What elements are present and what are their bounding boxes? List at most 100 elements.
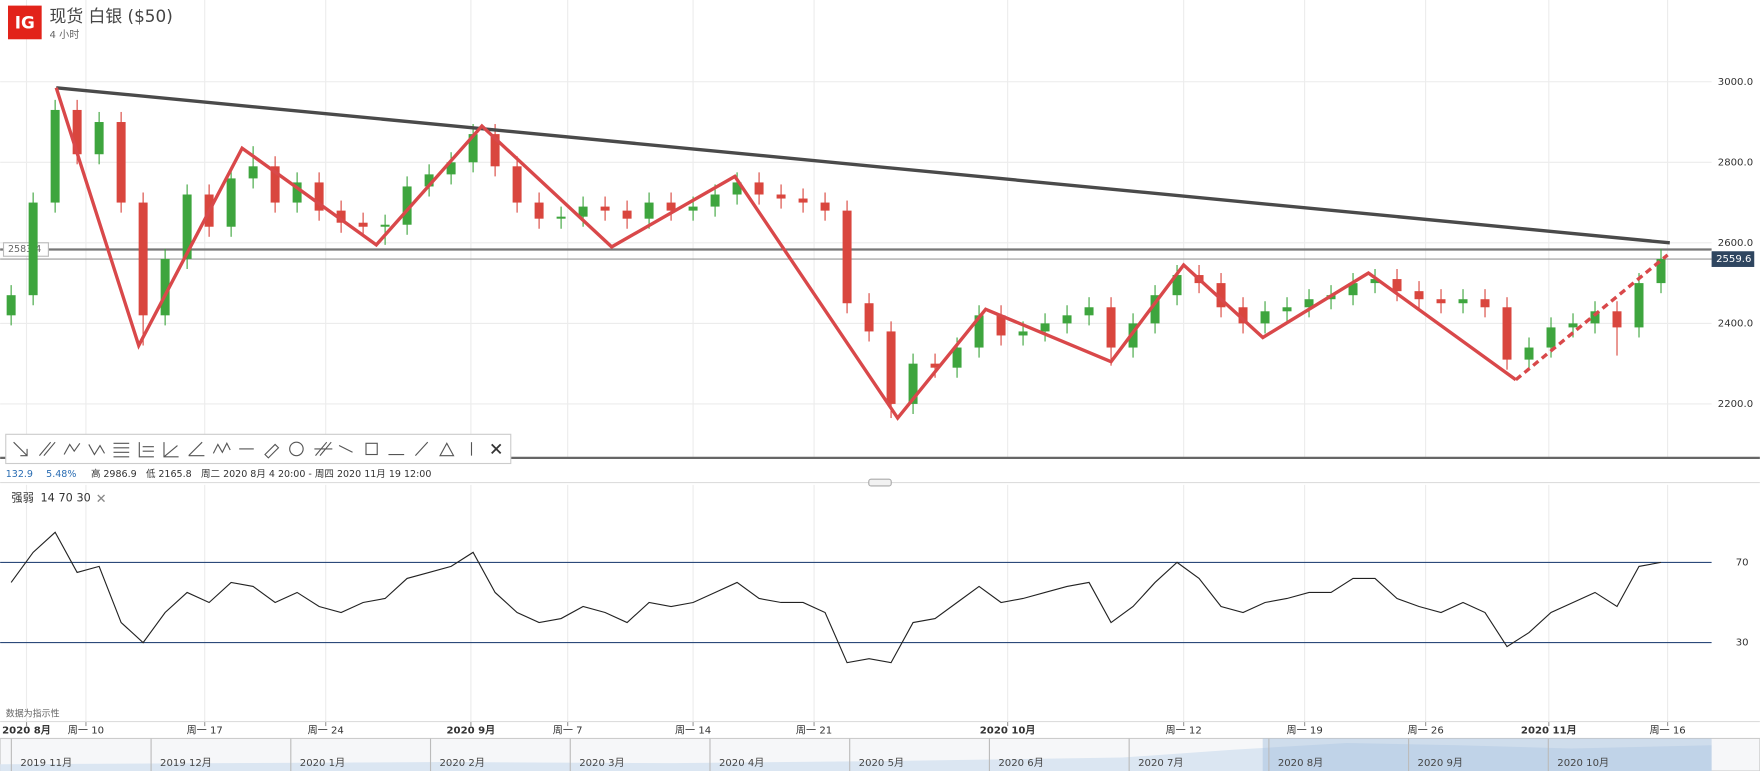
x-tick-label: 2020 11月 — [1521, 725, 1577, 737]
candle-body — [1172, 275, 1182, 296]
candle-body — [1216, 283, 1226, 308]
candle-body — [754, 182, 764, 195]
x-tick-label: 2020 10月 — [980, 725, 1036, 737]
candle-body — [138, 202, 148, 316]
x-tick-label: 周一 12 — [1166, 725, 1202, 737]
tool-fib2[interactable] — [138, 442, 154, 458]
candle-body — [292, 182, 302, 203]
candle-body — [556, 216, 566, 219]
candle-body — [688, 206, 698, 211]
candle-body — [996, 315, 1006, 336]
tool-elliott[interactable] — [212, 442, 231, 454]
candle-body — [402, 186, 412, 225]
x-tick-label: 周一 26 — [1408, 725, 1444, 737]
candle-body — [1524, 347, 1534, 360]
rsi-remove[interactable] — [97, 494, 105, 503]
trendline — [56, 86, 1670, 245]
candle-body — [1304, 299, 1314, 308]
candle-body — [974, 315, 984, 348]
rsi-param: 14 — [41, 491, 55, 504]
y-tick-label: 3000.0 — [1718, 77, 1753, 88]
candle-body — [1238, 307, 1248, 324]
info-low: 2165.8 — [158, 469, 191, 480]
candle-body — [314, 182, 324, 211]
tool-line[interactable] — [414, 441, 429, 457]
info-high: 2986.9 — [103, 469, 136, 480]
candle-body — [1502, 307, 1512, 360]
zigzag — [54, 87, 1517, 421]
candle-body — [116, 122, 126, 203]
candle-body — [512, 166, 522, 203]
candle-body — [1260, 311, 1270, 324]
tool-parallel[interactable] — [38, 441, 56, 457]
x-tick-label: 2020 9月 — [447, 725, 496, 737]
x-tick-label: 周一 17 — [187, 725, 223, 737]
candle-body — [1150, 295, 1160, 324]
navigator-label: 2020 7月 — [1138, 757, 1183, 769]
candle-body — [446, 162, 456, 175]
x-tick-label: 周一 19 — [1287, 725, 1323, 737]
tool-fib[interactable] — [113, 442, 130, 458]
candle-body — [160, 258, 170, 316]
tool-pencil[interactable] — [264, 443, 280, 459]
candle-body — [358, 222, 368, 227]
candle-body — [644, 202, 654, 219]
candle-body — [666, 202, 676, 211]
note: 数据为指示性 — [6, 707, 60, 719]
tool-triangle[interactable] — [439, 442, 455, 457]
price-label: 2559.6 — [1716, 254, 1751, 265]
tool-arrow[interactable] — [13, 441, 28, 457]
navigator-label: 2020 1月 — [300, 757, 345, 769]
toolbar — [5, 433, 512, 465]
candle-body — [424, 174, 434, 187]
candle-body — [886, 331, 896, 404]
tool-ray[interactable] — [338, 445, 353, 453]
tool-fan[interactable] — [163, 442, 179, 458]
info-row: 132.9 5.48% 高 2986.9 低 2165.8 周二 2020 8月… — [6, 468, 432, 480]
candle-body — [28, 202, 38, 296]
toolbar-close[interactable] — [491, 443, 502, 455]
tool-wave[interactable] — [63, 442, 81, 455]
candle-body — [1458, 299, 1468, 304]
candle-body — [1084, 307, 1094, 316]
tool-pitchfork[interactable] — [314, 441, 333, 457]
x-tick-label: 周一 21 — [796, 725, 832, 737]
candle-body — [930, 363, 940, 368]
candle-body — [1436, 299, 1446, 304]
candle-body — [6, 295, 16, 316]
tool-circle[interactable] — [289, 441, 304, 457]
tool-rect[interactable] — [365, 442, 378, 456]
candle-body — [1590, 311, 1600, 324]
projection — [1514, 253, 1669, 382]
candle-body — [1568, 323, 1578, 328]
chart-subtitle: 4 小时 — [50, 29, 80, 41]
rsi-param: 30 — [76, 491, 90, 504]
navigator-label: 2020 6月 — [998, 757, 1043, 769]
navigator-label: 2020 2月 — [440, 757, 485, 769]
info-change: 132.9 — [6, 469, 33, 480]
navigator-window[interactable] — [1262, 738, 1712, 771]
navigator-label: 2019 12月 — [160, 757, 212, 769]
candle-body — [710, 194, 720, 207]
candle-body — [908, 363, 918, 404]
navigator-area — [0, 742, 1712, 771]
candle-body — [1634, 283, 1644, 328]
candle-body — [1612, 311, 1622, 328]
x-tick-label: 2020 8月 — [2, 725, 51, 737]
x-tick-label: 周一 7 — [553, 725, 583, 737]
x-tick-label: 周一 24 — [308, 725, 344, 737]
resize-handle[interactable] — [868, 478, 892, 487]
navigator-label: 2019 11月 — [20, 757, 72, 769]
candle-body — [1128, 323, 1138, 348]
x-tick-label: 周一 16 — [1649, 725, 1685, 737]
tool-wave2[interactable] — [88, 444, 105, 456]
logo — [7, 5, 42, 40]
candle-body — [248, 166, 258, 179]
candle-body — [490, 134, 500, 167]
tool-angle[interactable] — [188, 441, 205, 457]
candle-body — [1546, 327, 1556, 348]
candle-body — [578, 206, 588, 217]
candle-body — [1348, 283, 1358, 296]
